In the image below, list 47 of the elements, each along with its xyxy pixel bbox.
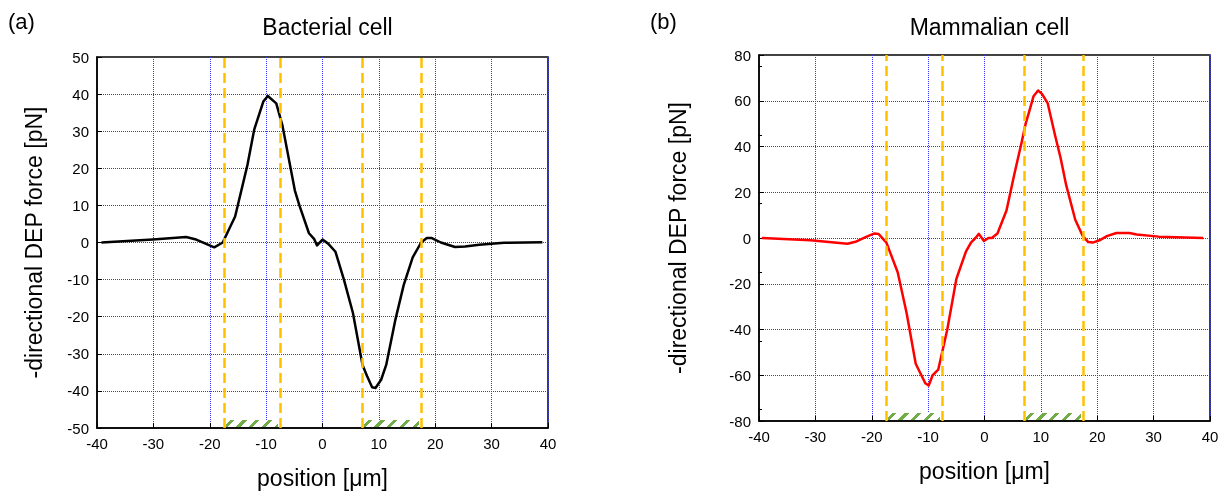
y-tick-label: 60 [734, 92, 751, 110]
x-tick-label: 0 [318, 435, 327, 452]
x-tick-label: -40 [748, 428, 770, 445]
x-axis-title: position [μm] [919, 457, 1050, 484]
y-tick-label: 80 [734, 46, 751, 64]
x-tick-label: 10 [1032, 428, 1050, 445]
y-tick-label: 0 [742, 229, 751, 247]
text: (a) [8, 8, 35, 34]
x-tick-label: 0 [980, 428, 989, 445]
y-tick-label: -20 [67, 308, 89, 326]
y-tick-label: 0 [80, 234, 89, 251]
y-tick-label: 20 [72, 159, 89, 177]
x-tick-label: -10 [255, 435, 277, 452]
y-tick-label: -20 [729, 275, 751, 293]
y-tick-label: 30 [72, 122, 89, 140]
x-tick-label: 40 [1201, 428, 1219, 445]
y-tick-label: 40 [72, 85, 89, 103]
chart-title: Mammalian cell [909, 13, 1070, 40]
x-tick-label: 20 [426, 435, 444, 452]
chart-title: Bacterial cell [262, 13, 393, 40]
x-tick-label: -40 [86, 435, 108, 452]
y-tick-label: -80 [729, 412, 751, 430]
line-series [760, 89, 1205, 387]
x-tick-label: -10 [917, 428, 939, 445]
x-tick-label: 30 [483, 435, 500, 452]
x-tick-label: -30 [142, 435, 165, 452]
y-axis-title: -directional DEP force [pN] [20, 106, 47, 379]
x-tick-label: 10 [370, 435, 388, 452]
y-tick-label: 40 [734, 138, 751, 155]
y-axis-title: -directional DEP force [pN] [664, 102, 691, 374]
y-tick-label: -40 [729, 321, 751, 338]
text: (b) [650, 8, 677, 34]
y-tick-label: 20 [734, 183, 751, 201]
y-tick-label: 50 [72, 48, 89, 66]
y-tick-label: -30 [67, 345, 89, 363]
y-tick-label: -60 [729, 366, 751, 384]
y-tick-label: -40 [67, 382, 89, 400]
x-tick-label: -20 [198, 435, 221, 452]
x-axis-title: position [μm] [257, 464, 388, 491]
y-tick-label: -10 [67, 271, 89, 289]
x-tick-label: -30 [804, 428, 827, 445]
x-tick-label: 40 [539, 435, 557, 452]
y-tick-label: -50 [67, 419, 89, 437]
x-tick-label: -20 [860, 428, 883, 445]
y-tick-label: 10 [72, 196, 89, 214]
x-tick-label: 20 [1088, 428, 1106, 445]
x-tick-label: 30 [1145, 428, 1162, 445]
